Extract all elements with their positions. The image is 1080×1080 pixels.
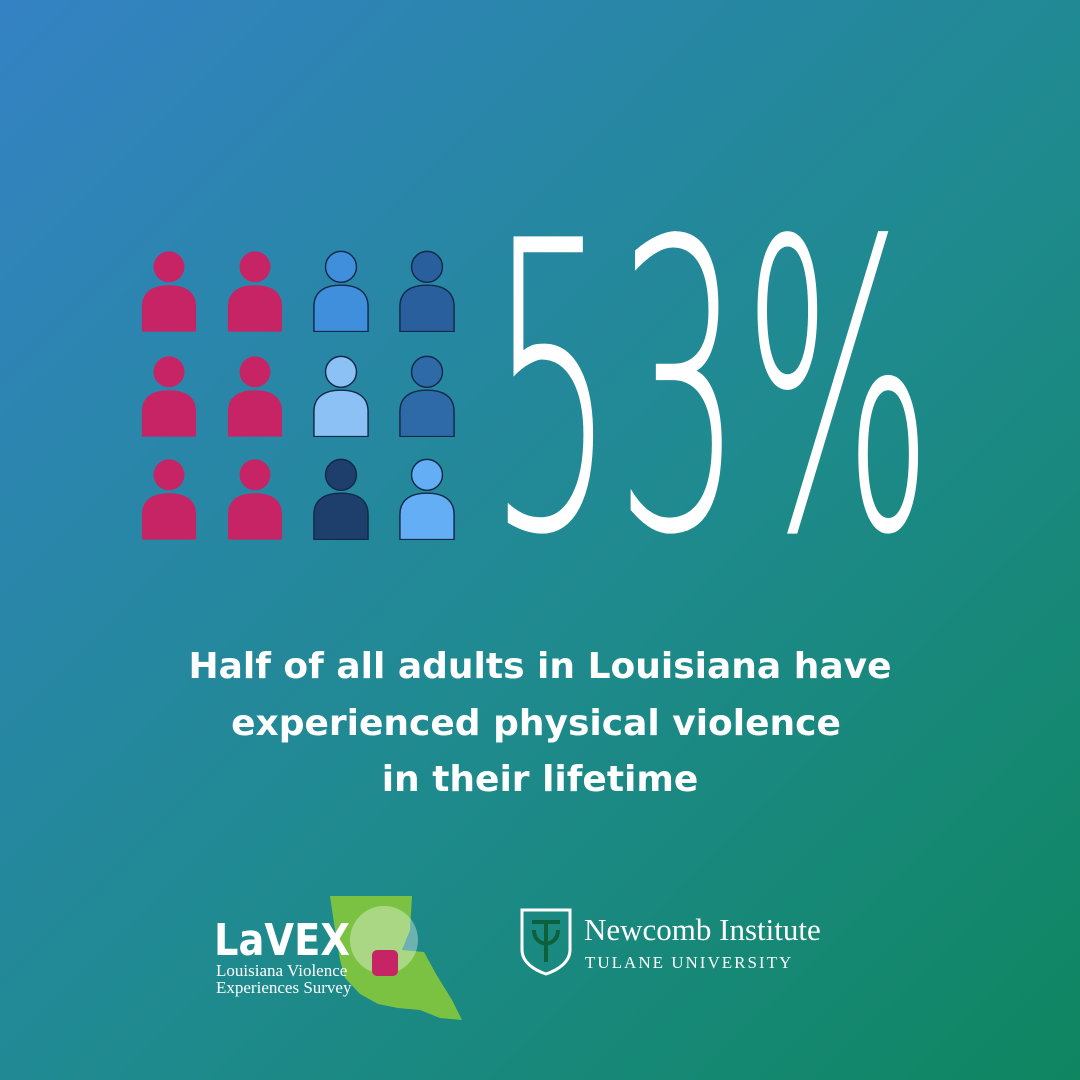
stat: 53% xyxy=(488,158,933,623)
caption-line: Half of all adults in Louisiana have xyxy=(188,646,891,687)
lavex-name: LaVEX xyxy=(214,915,350,966)
lavex-subtitle: Experiences Survey xyxy=(216,978,352,997)
newcomb-name: Newcomb Institute xyxy=(584,912,821,947)
shield-icon xyxy=(520,908,572,976)
hand-circle xyxy=(350,906,418,974)
newcomb-subtitle: TULANE UNIVERSITY xyxy=(585,953,793,972)
caption-line: in their lifetime xyxy=(382,759,699,800)
shield-mark xyxy=(532,920,560,962)
newcomb-logo: Newcomb Institute TULANE UNIVERSITY xyxy=(520,908,821,976)
lavex-logo: LaVEX Louisiana Violence Experiences Sur… xyxy=(214,896,462,1020)
caption-line: experienced physical violence xyxy=(231,703,841,744)
lavex-subtitle: Louisiana Violence xyxy=(216,961,347,980)
hand-icon xyxy=(372,950,398,976)
